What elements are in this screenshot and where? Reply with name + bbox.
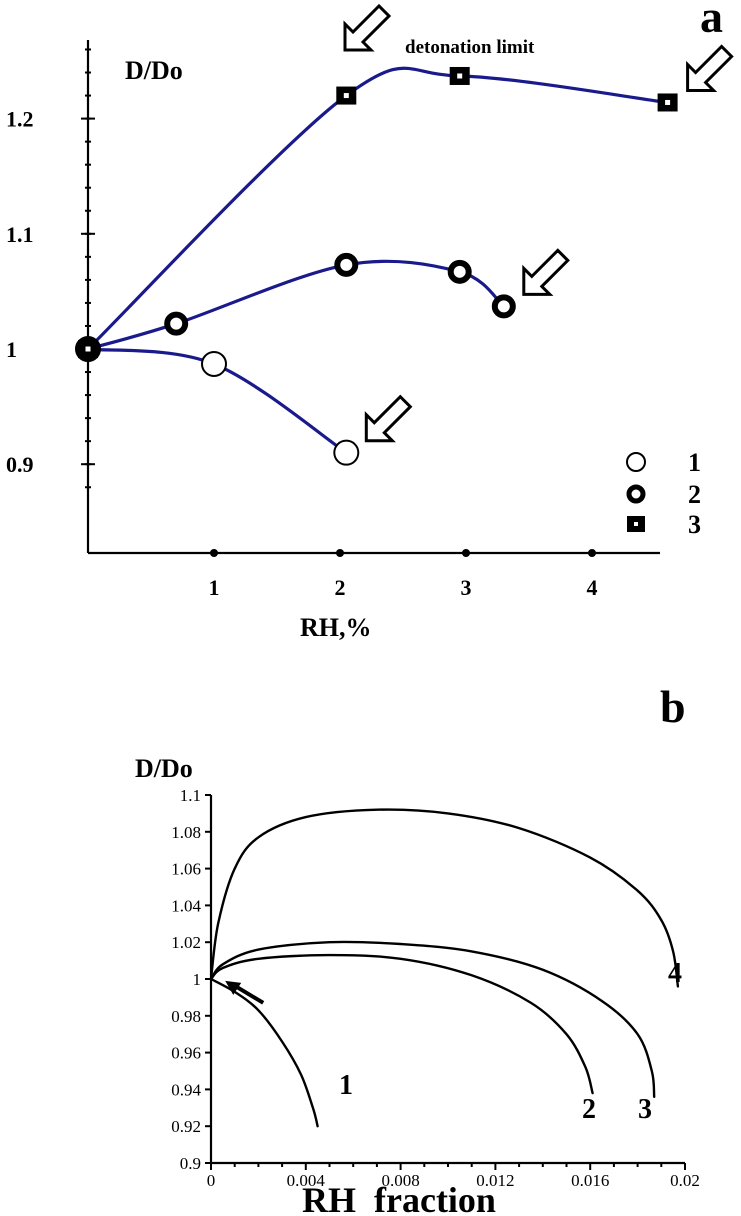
panel-a-limit-arrow-icon-1 (364, 394, 413, 443)
panel-a-chart: 0.911.11.21 2 3 4 D/Do RH,% detonation limi… (6, 3, 734, 642)
panel-b-y-axis-label: D/Do (135, 754, 193, 783)
panel-a-legend: 1 23 (626, 448, 701, 539)
panel-a-point-1 (201, 350, 227, 377)
panel-a-y-tick-label: 0.9 (6, 452, 34, 477)
panel-a-legend-label-1: 1 (688, 448, 701, 477)
panel-a-x-tick (462, 549, 470, 557)
panel-b-curve-4 (209, 808, 680, 988)
panel-a-point-3-dot (665, 99, 671, 105)
panel-a-y-tick-label: 1 (6, 337, 17, 362)
panel-b-origin-arrow-shaft (232, 983, 265, 1005)
panel-b-y-tick-label: 0.92 (171, 1117, 201, 1136)
panel-a-legend-marker-1 (626, 452, 646, 472)
panel-a-x-tick (210, 549, 218, 557)
panel-a-point-3-dot (457, 73, 463, 79)
panel-b-curve-label-4: 4 (668, 958, 682, 989)
panel-a-legend-label-2: 2 (688, 480, 701, 509)
panel-a-curve-3 (86, 66, 670, 351)
panel-b-x-axis-label: RH fraction (302, 1180, 496, 1216)
panel-b-x-tick-label: 0.008 (381, 1171, 419, 1190)
panel-a-x-tick-label: 2 (335, 575, 346, 600)
panel-a-x-tick (588, 549, 596, 557)
panel-b-chart: 0.9 0.92 0.94 0.96 0.98 1 1.02 1.04 1.06 1.08 1.1 0… (135, 754, 700, 1216)
panel-a-point-2 (164, 311, 189, 336)
panel-b-y-tick-label: 0.9 (180, 1154, 201, 1173)
detonation-limit-arrow-icon (343, 3, 392, 52)
panel-b-y-tick-label: 1.06 (171, 860, 201, 879)
panel-a-point-1 (333, 439, 360, 466)
panel-a-y-tick-label: 1.1 (6, 222, 34, 247)
panel-a-y-tick-label: 1.2 (6, 107, 34, 132)
panel-a-limit-arrow-icon-3 (686, 44, 734, 92)
panel-a-point-2 (334, 252, 359, 277)
panel-b-curve-label-1: 1 (339, 1070, 353, 1101)
panel-b-origin-arrow-icon (225, 980, 242, 995)
panel-a-legend-label-3: 3 (688, 510, 701, 539)
panel-b-y-tick-label: 1 (193, 970, 202, 989)
panel-a-point-3-dot (343, 93, 349, 99)
panel-b-letter: b (660, 681, 686, 732)
panel-b-x-tick-label: 0.004 (287, 1171, 326, 1190)
panel-b-curve-3 (209, 940, 656, 1098)
panel-b-curve-1 (209, 977, 319, 1128)
panel-a-x-tick-label: 4 (587, 575, 598, 600)
panel-a-x-tick-label: 1 (209, 575, 220, 600)
panel-b-y-tick-label: 1.08 (171, 823, 201, 842)
panel-a-x-axis-label: RH,% (300, 613, 372, 642)
panel-b-y-tick-label: 1.02 (171, 933, 201, 952)
panel-b-y-tick-label: 0.96 (171, 1044, 201, 1063)
panel-a-x-tick-label: 3 (461, 575, 472, 600)
panel-b-curve-2 (209, 953, 594, 1095)
panel-a-legend-marker-2 (626, 484, 646, 504)
panel-a-point-2 (447, 259, 472, 284)
detonation-limit-annotation: detonation limit (405, 37, 535, 58)
panel-b-x-tick-label: 0.016 (571, 1171, 609, 1190)
panel-a-letter: a (700, 0, 723, 42)
panel-b-y-tick-label: 1.04 (171, 896, 201, 915)
panel-a-x-tick (336, 549, 344, 557)
panel-a-y-axis-label: D/Do (125, 56, 183, 85)
panel-b-curve-label-2: 2 (582, 1094, 596, 1125)
panel-a-point-3-dot (85, 346, 91, 352)
panel-b-x-tick-label: 0.02 (670, 1171, 700, 1190)
panel-b-x-tick-label: 0 (207, 1171, 216, 1190)
panel-a-legend-marker-dot-3 (634, 522, 638, 526)
panel-b-y-tick-label: 0.98 (171, 1007, 201, 1026)
panel-b-y-tick-label: 1.1 (180, 786, 201, 805)
panel-a-limit-arrow-icon-2 (522, 248, 570, 296)
panel-a-point-2 (491, 294, 516, 319)
panel-b-y-tick-label: 0.94 (171, 1080, 201, 1099)
panel-b-curve-label-3: 3 (638, 1094, 652, 1125)
panel-a-curve-2 (86, 259, 506, 351)
panel-b-x-tick-label: 0.012 (476, 1171, 514, 1190)
